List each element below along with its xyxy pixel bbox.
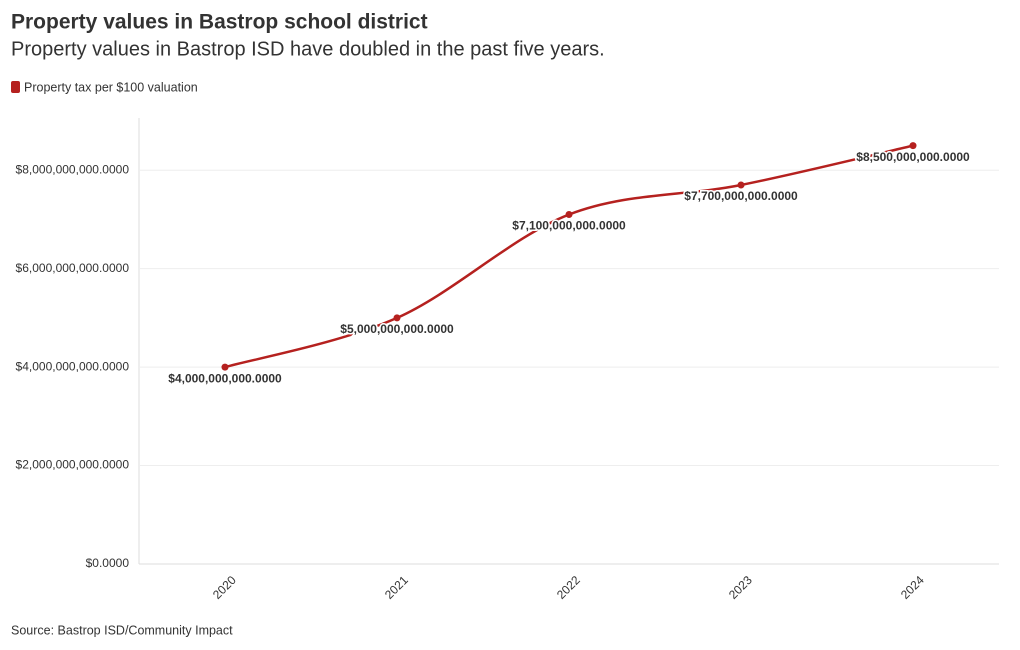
- y-tick-label: $0.0000: [86, 556, 130, 570]
- y-tick-label: $6,000,000,000.0000: [16, 261, 130, 275]
- point: [909, 142, 917, 150]
- x-tick-label: 2024: [898, 573, 927, 602]
- chart-subtitle: Property values in Bastrop ISD have doub…: [11, 38, 605, 60]
- value-label: $5,000,000,000.0000: [340, 322, 454, 336]
- line: [224, 144, 914, 369]
- y-tick-label: $4,000,000,000.0000: [16, 359, 130, 373]
- source: Source: Bastrop ISD/Community Impact: [11, 623, 233, 637]
- y-tick-label: $2,000,000,000.0000: [16, 458, 130, 472]
- value-label: $7,700,000,000.0000: [684, 189, 798, 203]
- legend-label: Property tax per $100 valuation: [24, 80, 198, 94]
- point: [737, 181, 745, 189]
- value-label: $4,000,000,000.0000: [168, 371, 282, 385]
- point: [221, 363, 229, 371]
- value-label: $7,100,000,000.0000: [512, 219, 626, 233]
- x-tick-label: 2020: [210, 573, 239, 602]
- y-tick-label: $8,000,000,000.0000: [16, 162, 130, 176]
- x-tick-label: 2021: [382, 573, 411, 602]
- point: [393, 314, 401, 322]
- legend-swatch: [11, 81, 20, 93]
- point: [565, 211, 573, 219]
- x-tick-label: 2022: [554, 573, 583, 602]
- value-label: $8,500,000,000.0000: [856, 150, 970, 164]
- x-tick-label: 2023: [726, 573, 755, 602]
- chart-title: Property values in Bastrop school distri…: [11, 11, 428, 34]
